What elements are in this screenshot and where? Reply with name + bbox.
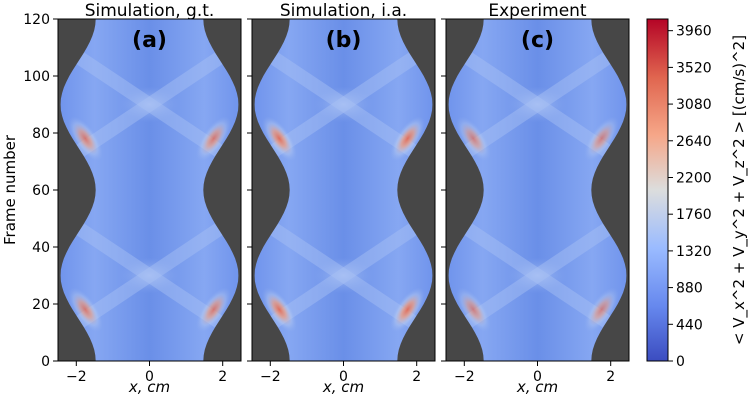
y-axis-label: Frame number (1, 134, 19, 245)
colorbar-tick-label: 880 (676, 281, 703, 297)
heatmap-panel-1: Simulation, i.a. (b) −2 0 2 x, cm (247, 1, 436, 396)
x-axis-label: x, cm (128, 378, 170, 396)
y-tick-label: 20 (32, 297, 50, 313)
colorbar-tick-label: 0 (676, 354, 685, 370)
y-tick-label: 60 (32, 183, 50, 199)
colorbar-label: < V_x^2 + V_y^2 + V_z^2 > [(cm/s)^2] (730, 35, 749, 345)
panel-letter: (a) (132, 28, 167, 53)
y-tick-label: 40 (32, 240, 50, 256)
x-axis-label: x, cm (516, 378, 558, 396)
x-tick-label: 2 (606, 369, 615, 385)
panel-letter: (b) (326, 28, 362, 53)
x-tick-label: 0 (339, 369, 348, 385)
heatmap-panel-2: Experiment (c) −2 0 2 x, cm (441, 1, 630, 396)
colorbar-tick-label: 1320 (676, 244, 712, 260)
colorbar-gradient (646, 18, 669, 362)
x-tick-label: 0 (145, 369, 154, 385)
panel-title: Simulation, i.a. (280, 1, 407, 21)
colorbar-tick-label: 3960 (676, 24, 712, 40)
x-tick-label: −2 (66, 369, 87, 385)
colorbar-tick-label: 2640 (676, 134, 712, 150)
x-tick-label: −2 (454, 369, 475, 385)
panel-letter: (c) (521, 28, 554, 53)
y-tick-label: 100 (23, 69, 50, 85)
y-tick-label: 0 (41, 354, 50, 370)
y-tick-label: 80 (32, 126, 50, 142)
colorbar-tick-label: 3520 (676, 60, 712, 76)
x-axis-label: x, cm (322, 378, 364, 396)
y-tick-label: 120 (23, 12, 50, 28)
x-tick-label: 0 (533, 369, 542, 385)
panel-title: Simulation, g.t. (85, 1, 215, 21)
colorbar-tick-label: 1760 (676, 207, 712, 223)
x-tick-label: −2 (260, 369, 281, 385)
colorbar-tick-label: 3080 (676, 97, 712, 113)
colorbar-tick-label: 2200 (676, 170, 712, 186)
x-tick-label: 2 (218, 369, 227, 385)
colorbar-tick-label: 440 (676, 317, 703, 333)
x-tick-label: 2 (412, 369, 421, 385)
heatmap-panel-0: Simulation, g.t.(a)−2 0 2x, cm020406080100… (23, 1, 242, 396)
colorbar: 0 440 880 1320 1760 2200 2640 3080 3520 3960 (646, 18, 712, 370)
panel-title: Experiment (488, 1, 587, 21)
heatmap-panels: Simulation, g.t.(a)−2 0 2x, cm020406080100… (23, 1, 630, 396)
